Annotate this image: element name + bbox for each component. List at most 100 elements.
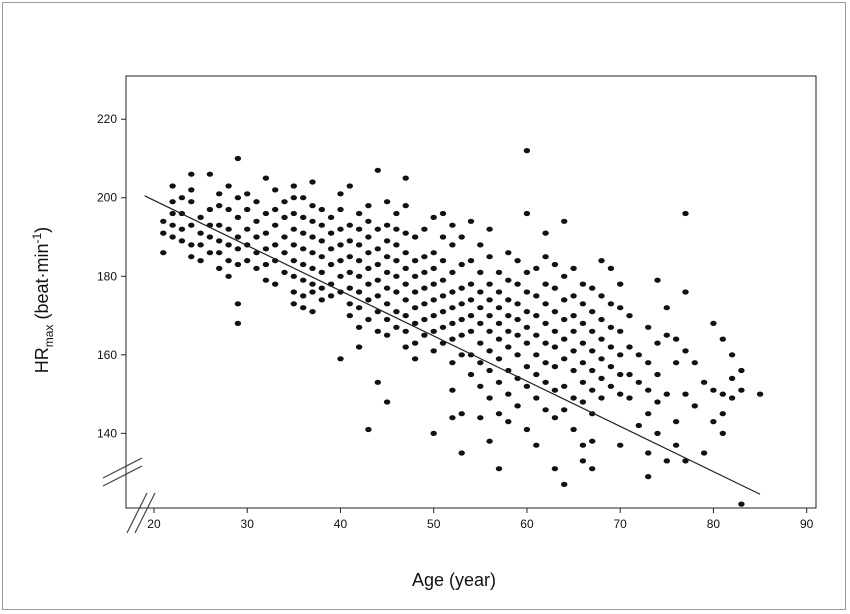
- data-point: [346, 254, 353, 260]
- data-point: [374, 167, 381, 173]
- data-point: [206, 234, 214, 240]
- data-point: [561, 383, 568, 389]
- data-point: [216, 222, 223, 228]
- data-point: [188, 222, 195, 228]
- data-point: [570, 367, 577, 374]
- data-point: [355, 242, 363, 248]
- data-point: [327, 214, 335, 220]
- data-point: [617, 371, 624, 378]
- y-tick-label: 220: [97, 112, 117, 126]
- data-point: [700, 450, 708, 456]
- data-point: [430, 281, 437, 287]
- data-point: [728, 395, 736, 401]
- data-point: [318, 238, 325, 244]
- data-point: [178, 226, 186, 232]
- data-point: [216, 250, 223, 256]
- data-point: [318, 206, 325, 213]
- data-point: [169, 210, 176, 217]
- data-point: [561, 356, 568, 362]
- data-point: [439, 324, 447, 330]
- data-point: [365, 316, 372, 323]
- data-point: [309, 203, 316, 209]
- data-point: [514, 403, 521, 409]
- data-point: [393, 289, 400, 295]
- data-point: [309, 281, 316, 287]
- data-point: [458, 234, 465, 240]
- data-point: [290, 226, 297, 232]
- data-point: [477, 383, 484, 389]
- data-point: [234, 246, 242, 252]
- data-point: [477, 320, 484, 326]
- data-point: [523, 309, 531, 315]
- data-point: [542, 340, 549, 346]
- data-point: [645, 360, 652, 366]
- data-point: [374, 328, 381, 334]
- data-point: [225, 242, 232, 248]
- data-point: [393, 324, 400, 330]
- y-tick-label: 160: [97, 348, 117, 362]
- data-point: [579, 281, 587, 287]
- data-point: [467, 313, 475, 319]
- data-point: [290, 273, 297, 279]
- data-point: [327, 230, 335, 236]
- data-point: [449, 222, 456, 228]
- data-point: [672, 336, 680, 342]
- data-point: [234, 234, 242, 240]
- data-point: [682, 348, 689, 354]
- data-point: [430, 214, 437, 220]
- data-point: [262, 230, 270, 236]
- data-point: [728, 375, 736, 381]
- data-point: [551, 261, 559, 268]
- data-point: [495, 336, 503, 342]
- x-tick-label: 90: [800, 517, 814, 531]
- data-point: [393, 226, 400, 232]
- data-points: [160, 148, 764, 507]
- data-point: [523, 340, 531, 346]
- data-point: [542, 254, 549, 260]
- data-point: [458, 332, 465, 338]
- data-point: [551, 387, 559, 393]
- data-point: [477, 340, 484, 346]
- data-point: [402, 344, 409, 350]
- data-point: [178, 238, 186, 244]
- data-point: [402, 203, 409, 209]
- data-point: [262, 261, 270, 268]
- data-point: [439, 234, 447, 240]
- data-point: [467, 328, 475, 334]
- data-point: [542, 230, 549, 236]
- data-point: [272, 187, 279, 193]
- data-point: [346, 269, 353, 275]
- data-point: [430, 265, 437, 271]
- data-point: [710, 320, 717, 326]
- data-point: [411, 258, 419, 264]
- data-point: [738, 387, 745, 393]
- data-point: [728, 352, 736, 358]
- data-point: [402, 230, 409, 236]
- data-point: [421, 285, 428, 291]
- data-point: [449, 289, 456, 295]
- data-point: [383, 301, 391, 307]
- data-point: [663, 391, 670, 397]
- data-point: [402, 175, 409, 181]
- data-point: [672, 360, 680, 366]
- data-point: [514, 301, 521, 307]
- data-point: [197, 214, 204, 220]
- data-point: [374, 277, 381, 283]
- data-point: [654, 399, 661, 405]
- data-point: [477, 289, 484, 295]
- data-point: [486, 281, 493, 287]
- data-point: [663, 305, 670, 311]
- data-point: [598, 336, 605, 342]
- data-point: [514, 258, 521, 264]
- data-point: [523, 383, 531, 389]
- data-point: [561, 273, 568, 279]
- data-point: [589, 438, 596, 444]
- data-point: [682, 210, 689, 217]
- data-point: [589, 367, 596, 374]
- data-point: [495, 320, 503, 326]
- data-point: [514, 316, 521, 323]
- data-point: [551, 466, 559, 472]
- data-point: [234, 261, 242, 268]
- data-point: [579, 360, 587, 366]
- data-point: [402, 328, 409, 334]
